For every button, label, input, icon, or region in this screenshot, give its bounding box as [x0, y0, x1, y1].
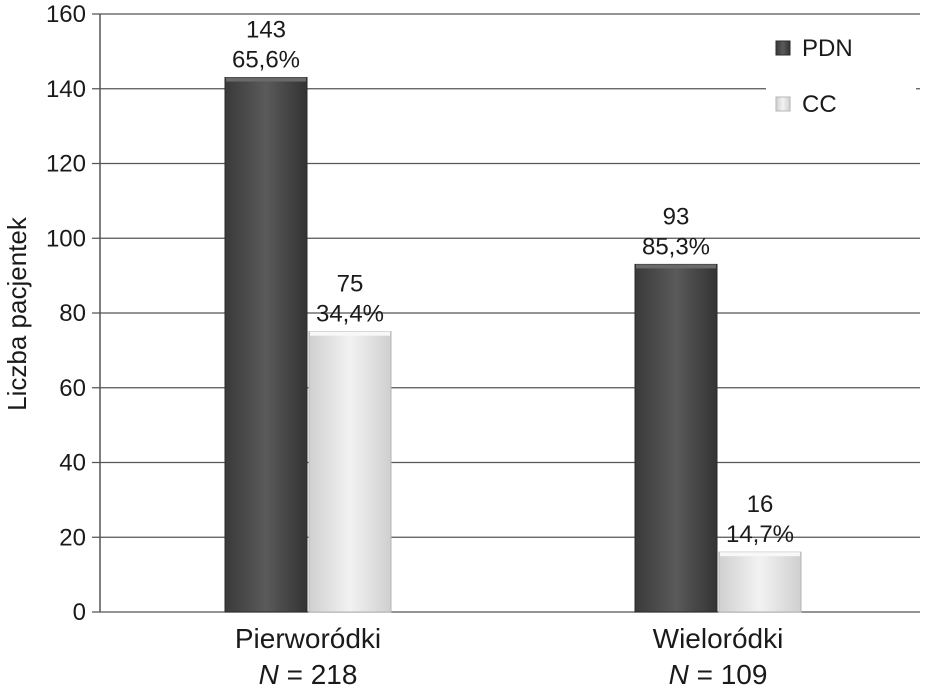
x-category-label: Wieloródki: [653, 623, 784, 654]
data-label-value: 143: [246, 17, 286, 44]
legend-swatch-pdn: [775, 40, 791, 56]
bar-top-highlight: [226, 77, 306, 82]
n-symbol: N: [669, 659, 690, 690]
bar-cc-0: [308, 331, 392, 613]
n-symbol: N: [259, 659, 280, 690]
data-label-value: 75: [337, 271, 364, 298]
bar-top-highlight: [636, 264, 716, 269]
y-tick-label: 120: [46, 151, 86, 178]
bar-pdn-1: [634, 263, 718, 613]
legend-label: CC: [802, 91, 837, 118]
x-category-n-label: N = 109: [669, 659, 768, 690]
y-tick-label: 60: [59, 375, 86, 402]
bar-cc-1: [718, 551, 802, 613]
legend-background: [766, 28, 916, 126]
legend-swatch-cc: [775, 96, 791, 112]
data-label-value: 16: [747, 491, 774, 518]
legend: PDN CC: [766, 28, 916, 126]
n-value: = 218: [279, 659, 358, 690]
data-labels: 143 65,6% 75 34,4% 93 85,3% 16 14,7%: [232, 17, 794, 549]
y-tick-label: 0: [73, 599, 86, 626]
bar-top-highlight: [720, 552, 800, 557]
data-label-percent: 14,7%: [726, 521, 794, 548]
y-tick-label: 20: [59, 524, 86, 551]
data-label-percent: 34,4%: [316, 301, 384, 328]
y-axis-title: Liczba pacjentek: [2, 216, 32, 411]
bars: [224, 77, 802, 613]
bar-pdn-0: [224, 77, 308, 613]
x-category-n-label: N = 218: [259, 659, 358, 690]
y-tick-label: 100: [46, 225, 86, 252]
data-label-percent: 65,6%: [232, 47, 300, 74]
y-axis-ticks: 0 20 40 60 80 100 120 140 160: [46, 1, 86, 626]
x-category-label: Pierworódki: [235, 623, 381, 654]
legend-label: PDN: [802, 35, 853, 62]
category-labels: Pierworódki N = 218 Wieloródki N = 109: [235, 623, 783, 690]
y-tick-label: 80: [59, 300, 86, 327]
bar-top-highlight: [310, 331, 390, 336]
y-tick-label: 160: [46, 1, 86, 28]
data-label-value: 93: [663, 203, 690, 230]
y-tick-label: 40: [59, 450, 86, 477]
data-label-percent: 85,3%: [642, 233, 710, 260]
n-value: = 109: [689, 659, 768, 690]
y-tick-label: 140: [46, 76, 86, 103]
